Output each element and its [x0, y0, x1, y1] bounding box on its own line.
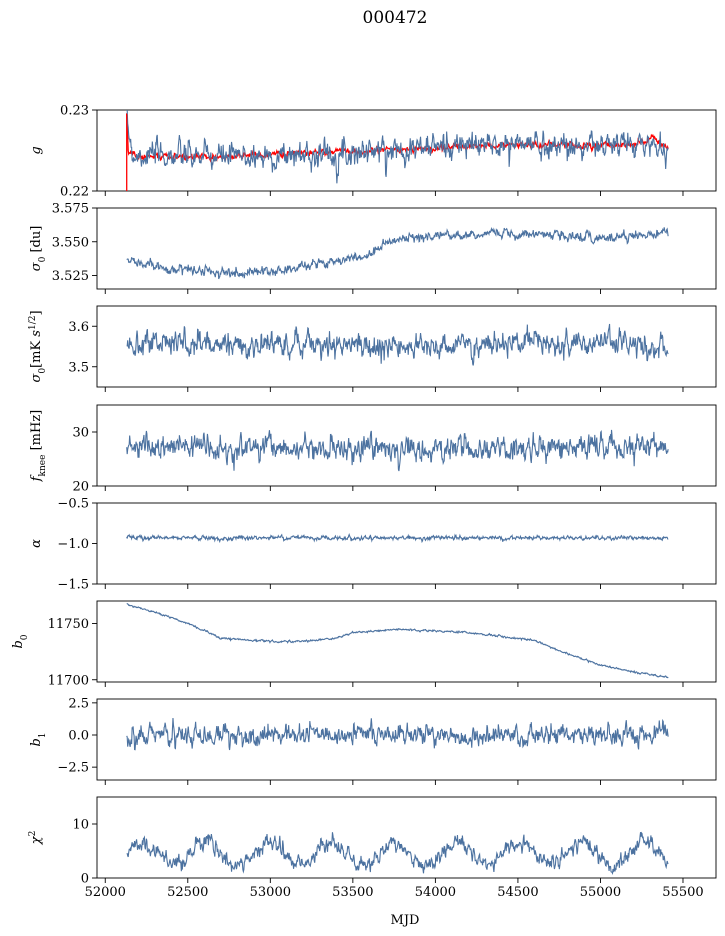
y-tick-label: 3.5: [68, 360, 89, 375]
x-tick-label: 52000: [85, 885, 126, 900]
x-axis-label: MJD: [391, 913, 420, 928]
x-tick-label: 55000: [580, 885, 621, 900]
panel-sigma0_du: 3.525 3.550 3.575 σ0 [du]: [29, 202, 717, 294]
panel-chi2: 52000 52500 53000 53500 54000 54500 55000 55500…: [28, 796, 717, 900]
panel-b0: 11700 11750 b0: [11, 600, 717, 688]
series-line-fknee: [126, 429, 669, 472]
series-line-alpha: [126, 533, 669, 544]
panel-frame-b0: [96, 600, 717, 683]
y-tick-label: 0.0: [68, 729, 89, 744]
y-axis-label-b1: b1: [29, 732, 48, 746]
y-tick-label: 0: [81, 872, 89, 887]
y-tick-label: −1.5: [57, 578, 89, 593]
panel-sigma0_mks: 3.5 3.6 σ0[mK s1/2]: [28, 305, 717, 392]
y-axis-label-sigma0_mks: σ0[mK s1/2]: [28, 310, 48, 382]
y-tick-label: −1.0: [57, 537, 89, 552]
x-tick-label: 53500: [332, 885, 373, 900]
panel-frame-fknee: [96, 404, 717, 487]
panel-frame-g: [96, 109, 717, 192]
y-axis-label-alpha: α: [29, 539, 44, 548]
y-tick-label: 3.6: [68, 320, 89, 335]
y-tick-label: 30: [72, 426, 89, 441]
y-tick-label: 0.23: [60, 104, 89, 119]
x-tick-label: 55500: [662, 885, 703, 900]
y-tick-label: −2.5: [57, 761, 89, 776]
y-tick-label: −0.5: [57, 497, 89, 512]
x-tick-label: 52500: [167, 885, 208, 900]
figure-title: 000472: [363, 8, 428, 28]
panel-fknee: 20 30 fknee [mHz]: [29, 404, 717, 495]
panels: 0.22 0.23 g 3.525 3.550 3.575 σ0 [du] 3.5 3.6 σ0[…: [11, 104, 717, 900]
panel-alpha: −1.5 −1.0 −0.5 α: [29, 497, 717, 593]
panel-frame-alpha: [96, 502, 717, 585]
panel-frame-sigma0_du: [96, 207, 717, 290]
x-tick-label: 54000: [415, 885, 456, 900]
series-line-g: [126, 110, 669, 184]
y-axis-label-b0: b0: [11, 634, 30, 648]
series-line-b1: [126, 717, 669, 751]
panel-frame-b1: [96, 698, 717, 781]
x-tick-label: 54500: [497, 885, 538, 900]
y-tick-label: 3.525: [52, 269, 89, 284]
panel-frame-sigma0_mks: [96, 305, 717, 388]
y-tick-label: 3.550: [52, 235, 89, 250]
series-line-b0: [126, 603, 669, 679]
panel-frame-chi2: [96, 796, 717, 879]
y-axis-label-sigma0_du: σ0 [du]: [29, 226, 48, 272]
series-line-sigma0_mks: [126, 323, 669, 366]
y-tick-label: 11700: [48, 673, 89, 688]
x-tick-label: 53000: [250, 885, 291, 900]
series-line-sigma0_du: [126, 226, 669, 280]
y-tick-label: 10: [72, 818, 89, 833]
y-tick-label: 11750: [48, 617, 89, 632]
y-tick-label: 2.5: [68, 696, 89, 711]
series-line-chi2: [126, 831, 669, 876]
y-tick-label: 0.22: [60, 185, 89, 200]
y-tick-label: 3.575: [52, 202, 89, 217]
y-axis-label-g: g: [29, 146, 44, 154]
panel-g: 0.22 0.23 g: [29, 104, 717, 200]
y-tick-label: 20: [72, 480, 89, 495]
y-axis-label-chi2: χ2: [28, 831, 44, 846]
panel-b1: −2.5 0.0 2.5 b1: [29, 696, 717, 785]
y-axis-label-fknee: fknee [mHz]: [29, 410, 48, 483]
